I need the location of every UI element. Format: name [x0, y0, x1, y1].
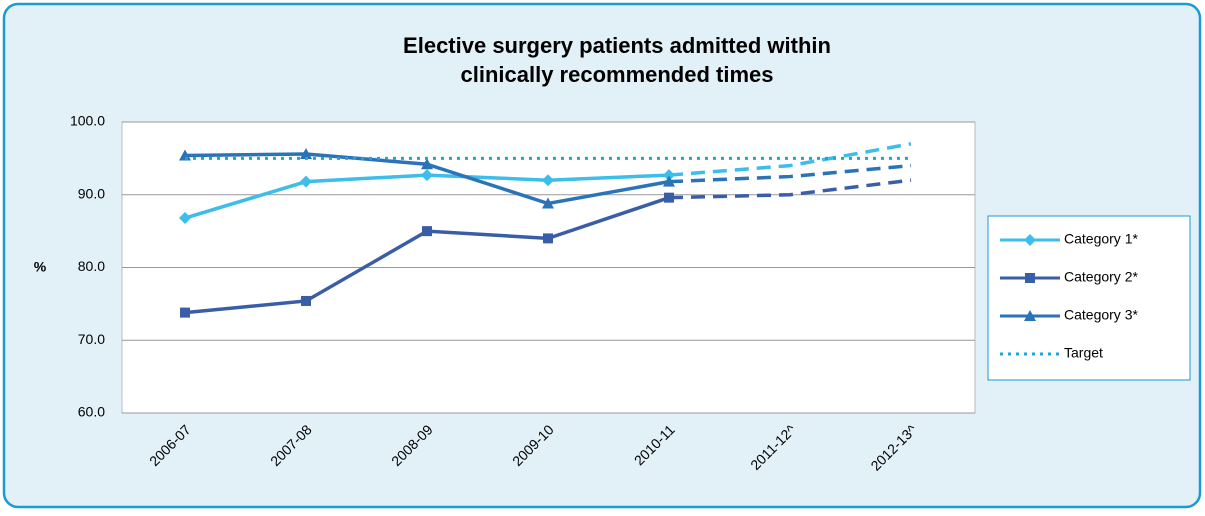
marker: [1024, 310, 1036, 321]
marker: [179, 212, 191, 225]
marker: [543, 233, 553, 244]
marker: [421, 169, 433, 182]
marker: [542, 197, 554, 209]
marker: [663, 169, 675, 182]
chart-title: clinically recommended times: [460, 62, 773, 87]
legend: [987, 215, 1191, 381]
y-tick-label: 80.0: [78, 258, 105, 274]
y-tick-label: 70.0: [78, 331, 105, 347]
marker: [300, 148, 312, 160]
marker: [300, 175, 312, 188]
marker: [421, 158, 433, 170]
marker: [542, 174, 554, 187]
marker: [301, 295, 311, 306]
legend-label: Category 3*: [1064, 307, 1138, 323]
chart-title: Elective surgery patients admitted withi…: [403, 33, 831, 58]
series-line: [668, 142, 912, 177]
marker: [1024, 234, 1036, 246]
y-tick-label: 100.0: [70, 113, 105, 129]
marker: [1025, 273, 1035, 283]
y-axis-label: %: [34, 259, 47, 275]
y-tick-label: 90.0: [78, 185, 105, 201]
legend-label: Category 2*: [1064, 269, 1138, 285]
marker: [180, 307, 190, 318]
series-line: [668, 178, 912, 200]
marker: [422, 226, 432, 237]
marker: [664, 192, 674, 203]
y-tick-label: 60.0: [78, 404, 105, 420]
legend-label: Category 1*: [1064, 231, 1138, 247]
series-line: [668, 163, 912, 184]
marker: [663, 175, 675, 187]
legend-label: Target: [1064, 345, 1103, 361]
